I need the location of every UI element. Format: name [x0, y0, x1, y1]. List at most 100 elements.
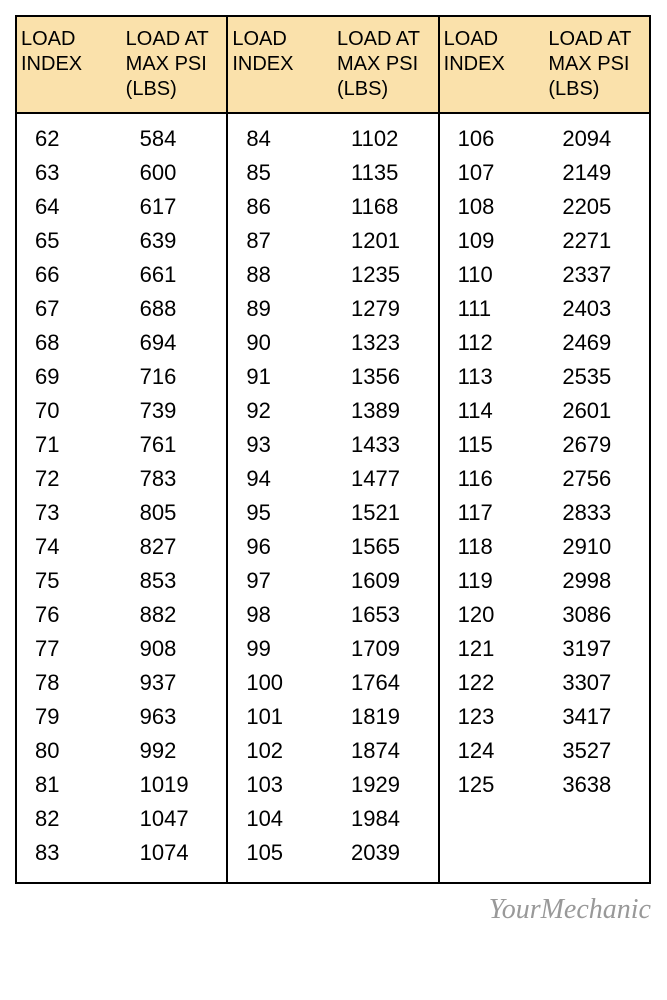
cell-load: 1047	[122, 802, 227, 836]
cell-index: 101	[228, 700, 333, 734]
body-group: 1061071081091101111121131141151161171181…	[440, 114, 649, 882]
cell-load: 783	[122, 462, 227, 496]
cell-index: 103	[228, 768, 333, 802]
cell-index: 64	[17, 190, 122, 224]
cell-load: 2039	[333, 836, 438, 870]
cell-load: 1279	[333, 292, 438, 326]
cell-load: 1102	[333, 122, 438, 156]
cell-load: 600	[122, 156, 227, 190]
cell-index: 86	[228, 190, 333, 224]
cell-load: 694	[122, 326, 227, 360]
cell-load: 1433	[333, 428, 438, 462]
cell-load: 3307	[544, 666, 649, 700]
cell-load: 688	[122, 292, 227, 326]
cell-load: 739	[122, 394, 227, 428]
cell-load: 2403	[544, 292, 649, 326]
cell-load: 2469	[544, 326, 649, 360]
cell-load: 963	[122, 700, 227, 734]
cell-load: 1356	[333, 360, 438, 394]
cell-load: 2910	[544, 530, 649, 564]
cell-load: 3197	[544, 632, 649, 666]
cell-index: 113	[440, 360, 545, 394]
cell-load: 827	[122, 530, 227, 564]
col-load-value: 1102113511681201123512791323135613891433…	[333, 122, 438, 870]
cell-index: 99	[228, 632, 333, 666]
cell-load: 661	[122, 258, 227, 292]
cell-load: 1201	[333, 224, 438, 258]
cell-index: 118	[440, 530, 545, 564]
cell-index: 70	[17, 394, 122, 428]
cell-load: 716	[122, 360, 227, 394]
cell-index: 89	[228, 292, 333, 326]
cell-load: 1521	[333, 496, 438, 530]
header-load-at-max: LOAD AT MAX PSI (LBS)	[544, 17, 649, 112]
cell-load: 805	[122, 496, 227, 530]
cell-index: 121	[440, 632, 545, 666]
cell-load: 1984	[333, 802, 438, 836]
cell-index: 62	[17, 122, 122, 156]
cell-index: 111	[440, 292, 545, 326]
cell-index: 84	[228, 122, 333, 156]
cell-index: 112	[440, 326, 545, 360]
cell-index: 120	[440, 598, 545, 632]
cell-index	[440, 802, 545, 836]
cell-load: 584	[122, 122, 227, 156]
cell-index	[440, 836, 545, 870]
cell-load: 639	[122, 224, 227, 258]
cell-load: 3417	[544, 700, 649, 734]
cell-index: 85	[228, 156, 333, 190]
cell-index: 124	[440, 734, 545, 768]
cell-load: 908	[122, 632, 227, 666]
cell-index: 95	[228, 496, 333, 530]
cell-index: 91	[228, 360, 333, 394]
cell-index: 76	[17, 598, 122, 632]
col-load-value: 5846006176396616886947167397617838058278…	[122, 122, 227, 870]
cell-index: 75	[17, 564, 122, 598]
cell-index: 107	[440, 156, 545, 190]
cell-load: 1074	[122, 836, 227, 870]
cell-load: 761	[122, 428, 227, 462]
cell-load: 3086	[544, 598, 649, 632]
cell-index: 117	[440, 496, 545, 530]
cell-index: 109	[440, 224, 545, 258]
cell-load: 2601	[544, 394, 649, 428]
cell-index: 83	[17, 836, 122, 870]
cell-index: 63	[17, 156, 122, 190]
cell-load: 2271	[544, 224, 649, 258]
cell-index: 93	[228, 428, 333, 462]
body-group: 8485868788899091929394959697989910010110…	[228, 114, 439, 882]
cell-index: 106	[440, 122, 545, 156]
cell-index: 73	[17, 496, 122, 530]
cell-index: 125	[440, 768, 545, 802]
cell-index: 108	[440, 190, 545, 224]
col-load-index: 1061071081091101111121131141151161171181…	[440, 122, 545, 870]
header-group-1: LOAD INDEX LOAD AT MAX PSI (LBS)	[17, 17, 228, 112]
cell-load	[544, 802, 649, 836]
cell-index: 77	[17, 632, 122, 666]
header-load-index: LOAD INDEX	[17, 17, 122, 112]
cell-load	[544, 836, 649, 870]
cell-index: 119	[440, 564, 545, 598]
cell-load: 853	[122, 564, 227, 598]
cell-load: 2535	[544, 360, 649, 394]
cell-load: 1235	[333, 258, 438, 292]
col-load-index: 6263646566676869707172737475767778798081…	[17, 122, 122, 870]
cell-index: 79	[17, 700, 122, 734]
cell-index: 66	[17, 258, 122, 292]
header-load-at-max: LOAD AT MAX PSI (LBS)	[333, 17, 438, 112]
cell-index: 78	[17, 666, 122, 700]
cell-load: 1709	[333, 632, 438, 666]
header-group-3: LOAD INDEX LOAD AT MAX PSI (LBS)	[440, 17, 649, 112]
cell-load: 992	[122, 734, 227, 768]
cell-index: 67	[17, 292, 122, 326]
cell-load: 1389	[333, 394, 438, 428]
cell-load: 1323	[333, 326, 438, 360]
cell-load: 1764	[333, 666, 438, 700]
cell-load: 882	[122, 598, 227, 632]
col-load-value: 2094214922052271233724032469253526012679…	[544, 122, 649, 870]
header-load-index: LOAD INDEX	[440, 17, 545, 112]
cell-load: 1477	[333, 462, 438, 496]
cell-load: 2149	[544, 156, 649, 190]
header-load-index: LOAD INDEX	[228, 17, 333, 112]
cell-index: 87	[228, 224, 333, 258]
